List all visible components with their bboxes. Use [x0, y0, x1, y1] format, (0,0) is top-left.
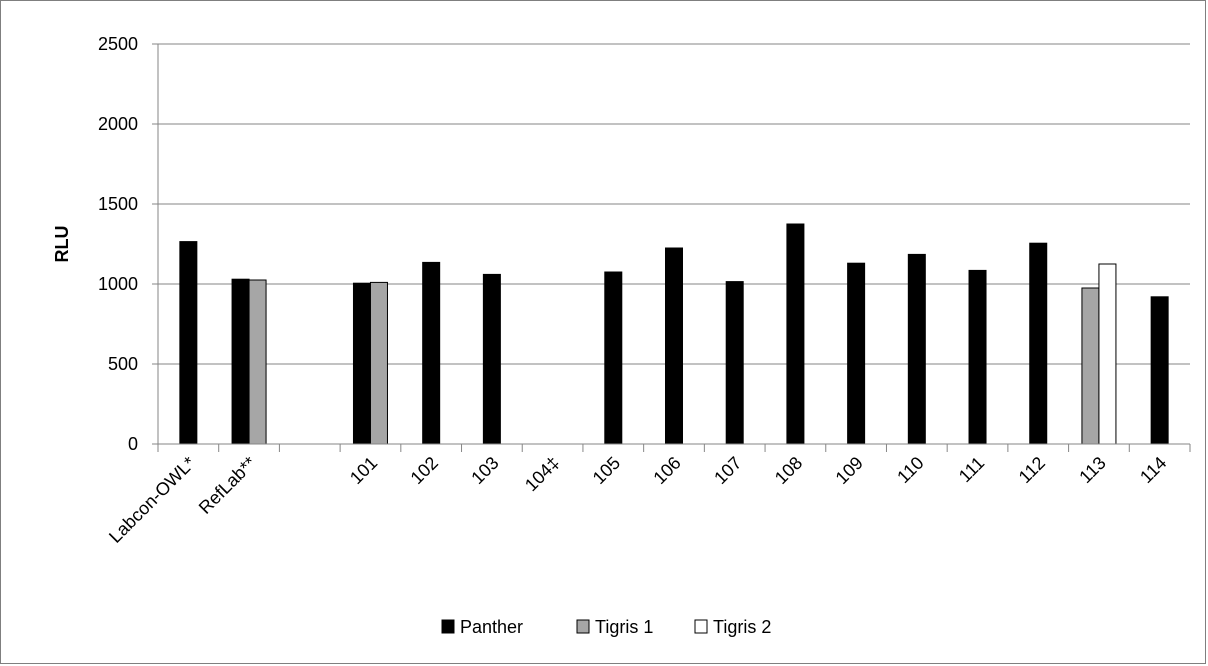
x-tick-label: 103	[467, 453, 502, 488]
y-tick-label: 1500	[98, 194, 138, 214]
bar-panther	[665, 247, 683, 445]
x-tick-label: 114	[1136, 453, 1170, 487]
bars	[179, 223, 1169, 445]
x-tick-label: 110	[893, 453, 927, 487]
x-tick-label: 105	[589, 453, 624, 488]
bar-panther	[725, 281, 744, 445]
x-tick-label: 101	[346, 453, 381, 488]
x-tick-label: 107	[710, 453, 745, 488]
legend-swatch	[576, 619, 590, 634]
bar-panther	[482, 273, 501, 445]
x-tick-label: 113	[1075, 453, 1109, 487]
bar-panther	[352, 282, 371, 445]
legend-swatch	[694, 619, 708, 634]
x-tick-label: 104‡	[521, 453, 563, 495]
bar-panther	[1029, 242, 1048, 445]
y-tick-label: 0	[128, 434, 138, 454]
legend: Panther Tigris 1 Tigris 2	[441, 617, 771, 637]
x-tick-label: 106	[649, 453, 684, 488]
x-tick-label: 112	[1015, 453, 1049, 487]
y-axis-title: RLU	[52, 226, 72, 263]
bar-tigris-1	[1081, 287, 1100, 445]
bar-tigris-2	[1098, 263, 1117, 445]
legend-label: Panther	[460, 617, 523, 637]
x-tick-labels: Labcon-OWL*RefLab** 101 102 103 104‡ 105 106 10…	[105, 453, 1170, 547]
bar-panther	[422, 261, 441, 445]
x-tick-label: Labcon-OWL*	[105, 453, 199, 547]
legend-label: Tigris 2	[713, 617, 771, 637]
bar-panther	[604, 271, 623, 445]
bar-panther	[786, 223, 805, 445]
x-tick-label: 109	[832, 453, 867, 488]
x-tick-label: RefLab**	[195, 453, 260, 518]
bar-panther	[847, 262, 866, 445]
bar-tigris-1	[248, 279, 267, 445]
legend-swatch	[441, 619, 455, 634]
bar-panther	[968, 269, 987, 445]
x-tick-label: 108	[771, 453, 806, 488]
x-tick-label: 102	[407, 453, 442, 488]
y-tick-label: 500	[108, 354, 138, 374]
bar-panther	[231, 278, 250, 445]
y-tick-label: 1000	[98, 274, 138, 294]
y-tick-label: 2500	[98, 34, 138, 54]
bar-panther	[179, 241, 198, 445]
y-tick-labels: 0 500 1000 1500 2000 2500	[98, 34, 138, 454]
y-tick-label: 2000	[98, 114, 138, 134]
bar-panther	[1150, 296, 1169, 445]
legend-label: Tigris 1	[595, 617, 653, 637]
x-tick-label: 111	[955, 453, 988, 486]
axes	[152, 43, 1191, 452]
bar-panther	[907, 253, 926, 445]
bar-tigris-1	[369, 281, 388, 445]
